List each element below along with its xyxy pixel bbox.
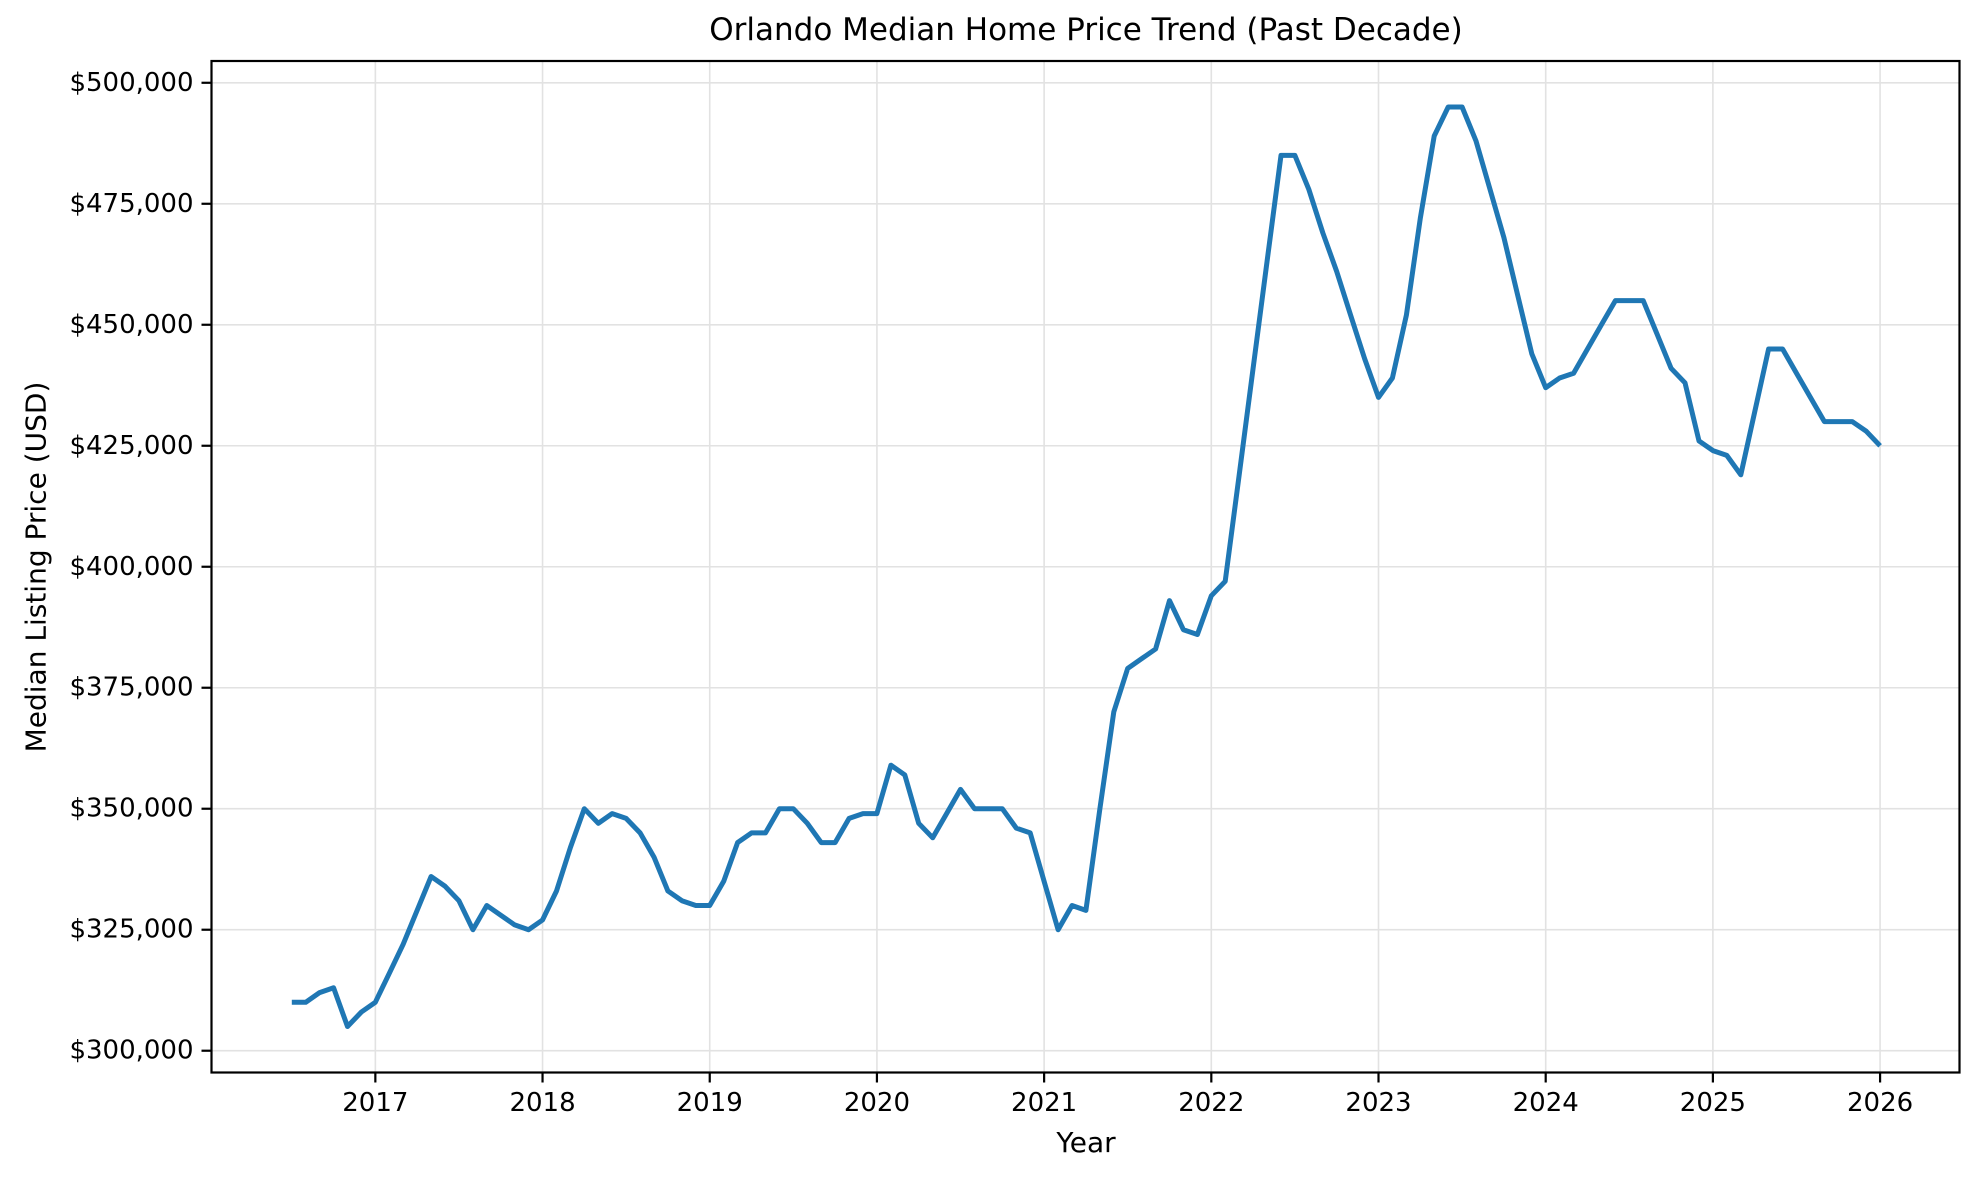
x-tick-label: 2018: [509, 1088, 575, 1118]
x-axis-title: Year: [1056, 1126, 1116, 1159]
y-tick-label: $325,000: [69, 915, 193, 945]
y-tick-label: $500,000: [69, 68, 193, 98]
x-tick-label: 2019: [677, 1088, 743, 1118]
y-axis-title: Median Listing Price (USD): [19, 381, 53, 753]
price-line: [291, 104, 1882, 1029]
x-tick-label: 2017: [342, 1088, 408, 1118]
y-tick-label: $350,000: [69, 794, 193, 824]
x-tick-label: 2025: [1680, 1088, 1746, 1118]
x-tick-label: 2020: [844, 1088, 910, 1118]
chart-title: Orlando Median Home Price Trend (Past De…: [709, 12, 1463, 48]
y-tick-label: $475,000: [69, 189, 193, 219]
x-tick-label: 2026: [1847, 1088, 1913, 1118]
x-tick-label: 2024: [1513, 1088, 1579, 1118]
x-tick-label: 2022: [1178, 1088, 1244, 1118]
y-tick-label: $300,000: [69, 1036, 193, 1066]
y-tick-label: $450,000: [69, 310, 193, 340]
x-tick-label: 2023: [1345, 1088, 1411, 1118]
x-tick-label: 2021: [1011, 1088, 1077, 1118]
y-tick-label: $400,000: [69, 552, 193, 582]
y-tick-label: $425,000: [69, 431, 193, 461]
y-tick-label: $375,000: [69, 673, 193, 703]
